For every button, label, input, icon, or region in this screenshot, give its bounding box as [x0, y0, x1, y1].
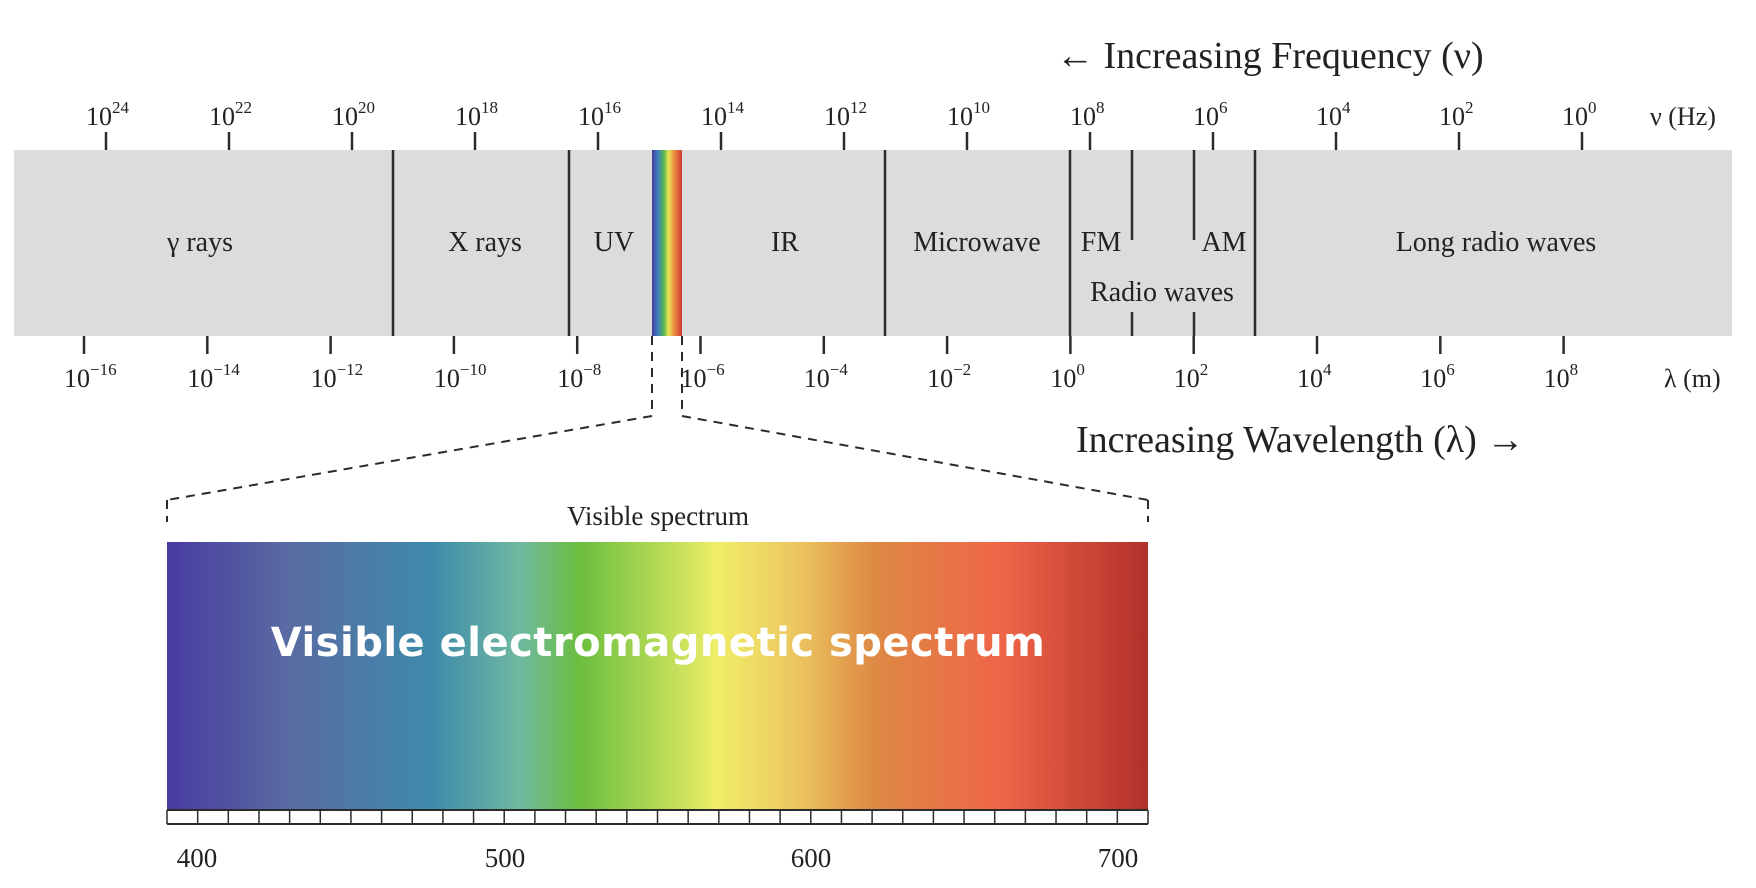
wavelength-arrow-title: Increasing Wavelength (λ) → — [1076, 419, 1524, 461]
frequency-tick-label: 1024 — [86, 98, 130, 131]
frequency-tick-label: 1014 — [701, 98, 745, 131]
visible-scale-label: 500 — [485, 843, 526, 873]
band-label-gamma: γ rays — [166, 227, 233, 258]
wavelength-tick-label: 100 — [1050, 360, 1085, 393]
frequency-arrow-title: ← Increasing Frequency (ν) — [1056, 35, 1484, 77]
wavelength-tick-label: 10−16 — [64, 360, 117, 393]
frequency-unit-label: ν (Hz) — [1650, 102, 1716, 131]
visible-scale-label: 400 — [177, 843, 218, 873]
frequency-tick-label: 102 — [1439, 98, 1474, 131]
band-label-radio-waves: Radio waves — [1090, 277, 1234, 308]
wavelength-axis: 10−16 10−14 10−12 10−10 10−8 10−6 10−4 10−2 100 1… — [64, 336, 1578, 393]
frequency-tick-label: 1012 — [824, 98, 867, 131]
frequency-tick-label: 100 — [1562, 98, 1597, 131]
wavelength-tick-label: 10−12 — [311, 360, 364, 393]
band-label-fm: FM — [1081, 227, 1122, 258]
visible-band-strip — [652, 150, 682, 336]
frequency-tick-label: 1022 — [209, 98, 252, 131]
visible-scale: 400 500 600 700 — [166, 809, 1149, 873]
band-label-microwave: Microwave — [913, 227, 1041, 258]
band-dividers — [391, 150, 1257, 336]
frequency-tick-label: 104 — [1316, 98, 1351, 131]
frequency-tick-label: 106 — [1193, 98, 1228, 131]
wavelength-tick-label: 10−8 — [557, 360, 601, 393]
frequency-tick-label: 1018 — [455, 98, 498, 131]
wavelength-tick-label: 10−6 — [681, 360, 725, 393]
frequency-tick-label: 1020 — [332, 98, 375, 131]
band-label-long-radio: Long radio waves — [1396, 227, 1597, 258]
wavelength-unit-label: λ (m) — [1664, 364, 1721, 393]
spectrum-band — [14, 150, 1732, 336]
visible-spectrum-label: Visible spectrum — [567, 501, 749, 531]
visible-spectrum-gradient — [167, 542, 1148, 810]
frequency-tick-label: 1016 — [578, 98, 621, 131]
band-label-xray: X rays — [448, 227, 522, 258]
band-label-am: AM — [1201, 227, 1246, 258]
frequency-tick-label: 1010 — [947, 98, 990, 131]
wavelength-tick-label: 106 — [1420, 360, 1455, 393]
band-label-ir: IR — [771, 227, 799, 258]
visible-scale-label: 600 — [791, 843, 832, 873]
wavelength-tick-label: 104 — [1297, 360, 1332, 393]
frequency-tick-label: 108 — [1070, 98, 1105, 131]
wavelength-tick-label: 102 — [1174, 360, 1209, 393]
frequency-axis: 1024 1022 1020 1018 1016 1014 1012 1010 108 106 10… — [86, 98, 1597, 150]
wavelength-tick-label: 10−4 — [804, 360, 849, 393]
visible-scale-label: 700 — [1098, 843, 1139, 873]
visible-spectrum-overlay-title: Visible electromagnetic spectrum — [270, 620, 1046, 666]
wavelength-tick-label: 10−10 — [434, 360, 487, 393]
wavelength-tick-label: 10−2 — [927, 360, 971, 393]
wavelength-tick-label: 108 — [1544, 360, 1579, 393]
band-label-uv: UV — [594, 227, 634, 258]
wavelength-tick-label: 10−14 — [187, 360, 240, 393]
zoom-connector-lines — [166, 336, 1149, 522]
